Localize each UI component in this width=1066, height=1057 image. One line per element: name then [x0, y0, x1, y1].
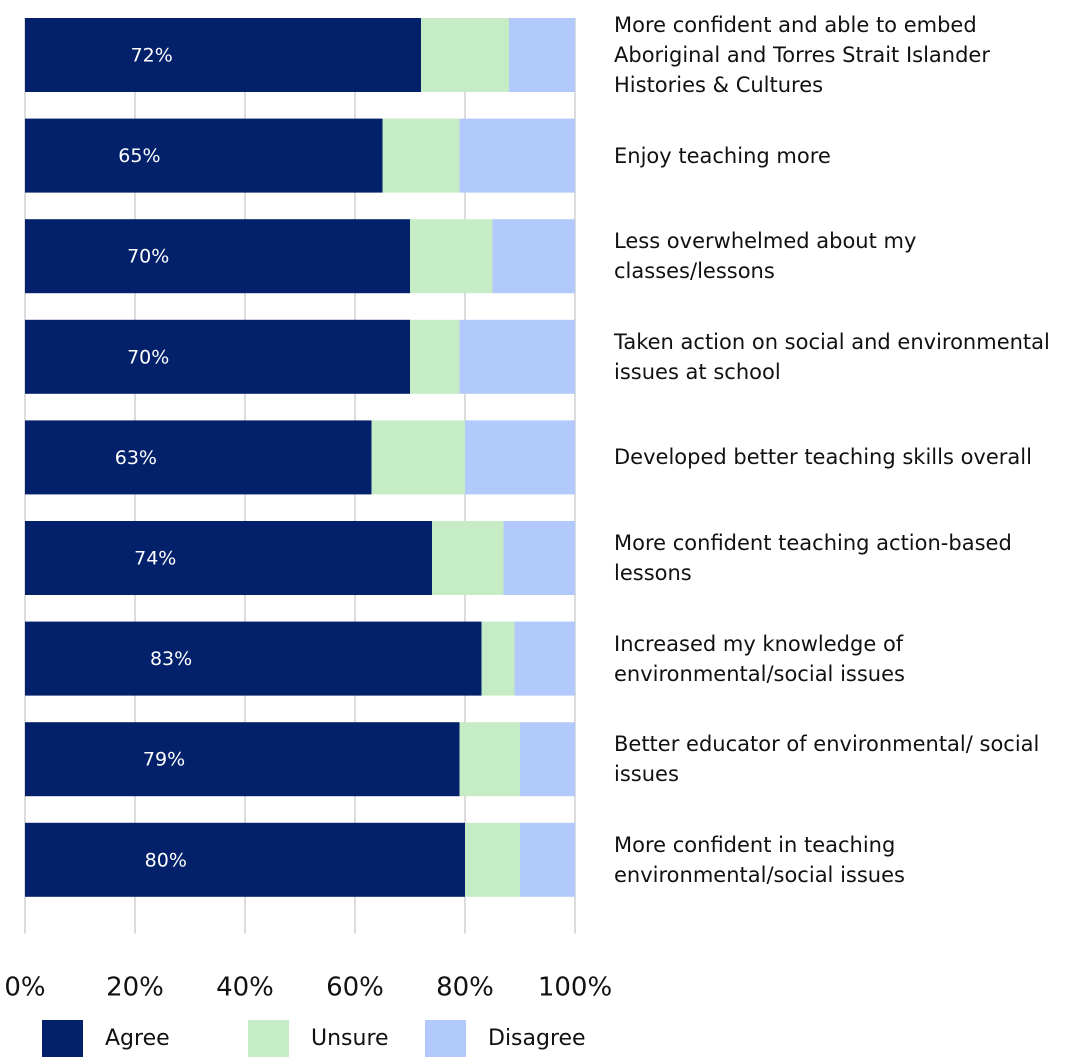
data-label: 65%	[118, 145, 160, 167]
category-label: More confident teaching action-based les…	[614, 531, 1012, 585]
bar-segment	[459, 118, 575, 193]
data-label: 70%	[127, 246, 169, 268]
bar-segment	[465, 420, 575, 495]
bar-segment	[520, 822, 575, 897]
bar-segment	[25, 822, 465, 897]
legend-label: Agree	[105, 1026, 170, 1051]
data-label: 83%	[150, 648, 192, 670]
x-tick-label: 0%	[4, 973, 45, 1003]
bar-segment	[421, 18, 509, 92]
bar-segment	[410, 319, 460, 394]
x-tick-label: 20%	[106, 973, 164, 1003]
category-label: Less overwhelmed about my classes/lesson…	[614, 229, 917, 284]
x-tick-label: 80%	[436, 973, 494, 1003]
bar-segment	[25, 219, 410, 294]
category-label: Taken action on social and environmental…	[614, 329, 1050, 384]
category-label: Better educator of environmental/ social…	[614, 732, 1040, 787]
bar-segment	[25, 420, 372, 495]
bar-segment	[509, 18, 575, 92]
data-label: 74%	[134, 548, 176, 570]
bar-segment	[520, 722, 575, 797]
bar-segment	[382, 118, 460, 193]
data-label: 70%	[127, 346, 169, 368]
x-tick-label: 100%	[538, 973, 612, 1003]
bar-segment	[25, 722, 460, 797]
category-label: Enjoy teaching more	[614, 143, 831, 168]
legend-swatch	[425, 1020, 466, 1057]
data-label: 79%	[143, 749, 185, 771]
bar-segment	[503, 521, 575, 595]
bar-segment	[459, 319, 575, 394]
bar-segment	[25, 118, 383, 193]
category-label: More confident and able to embed Aborigi…	[614, 13, 990, 97]
bar-segment	[465, 822, 520, 897]
category-label: More confident in teaching environmental…	[614, 832, 905, 887]
legend-label: Unsure	[311, 1026, 389, 1051]
bar-segment	[492, 219, 575, 294]
category-label: Increased my knowledge of environmental/…	[614, 631, 905, 686]
bar-segment	[25, 621, 482, 696]
legend-swatch	[42, 1020, 83, 1057]
bar-segment	[371, 420, 465, 495]
bar-segment	[25, 319, 410, 394]
bar-segment	[410, 219, 493, 294]
x-tick-label: 40%	[216, 973, 274, 1003]
bar-segment	[432, 521, 504, 595]
data-label: 72%	[131, 45, 173, 67]
bar-segment	[514, 621, 575, 696]
x-tick-label: 60%	[326, 973, 384, 1003]
category-label: Developed better teaching skills overall	[614, 445, 1032, 470]
bar-segment	[25, 521, 432, 595]
bar-segment	[459, 722, 520, 797]
bar-segment	[481, 621, 515, 696]
data-label: 80%	[145, 849, 187, 871]
legend-swatch	[248, 1020, 289, 1057]
data-label: 63%	[115, 447, 157, 469]
legend-label: Disagree	[488, 1026, 586, 1051]
bar-segment	[25, 18, 421, 92]
